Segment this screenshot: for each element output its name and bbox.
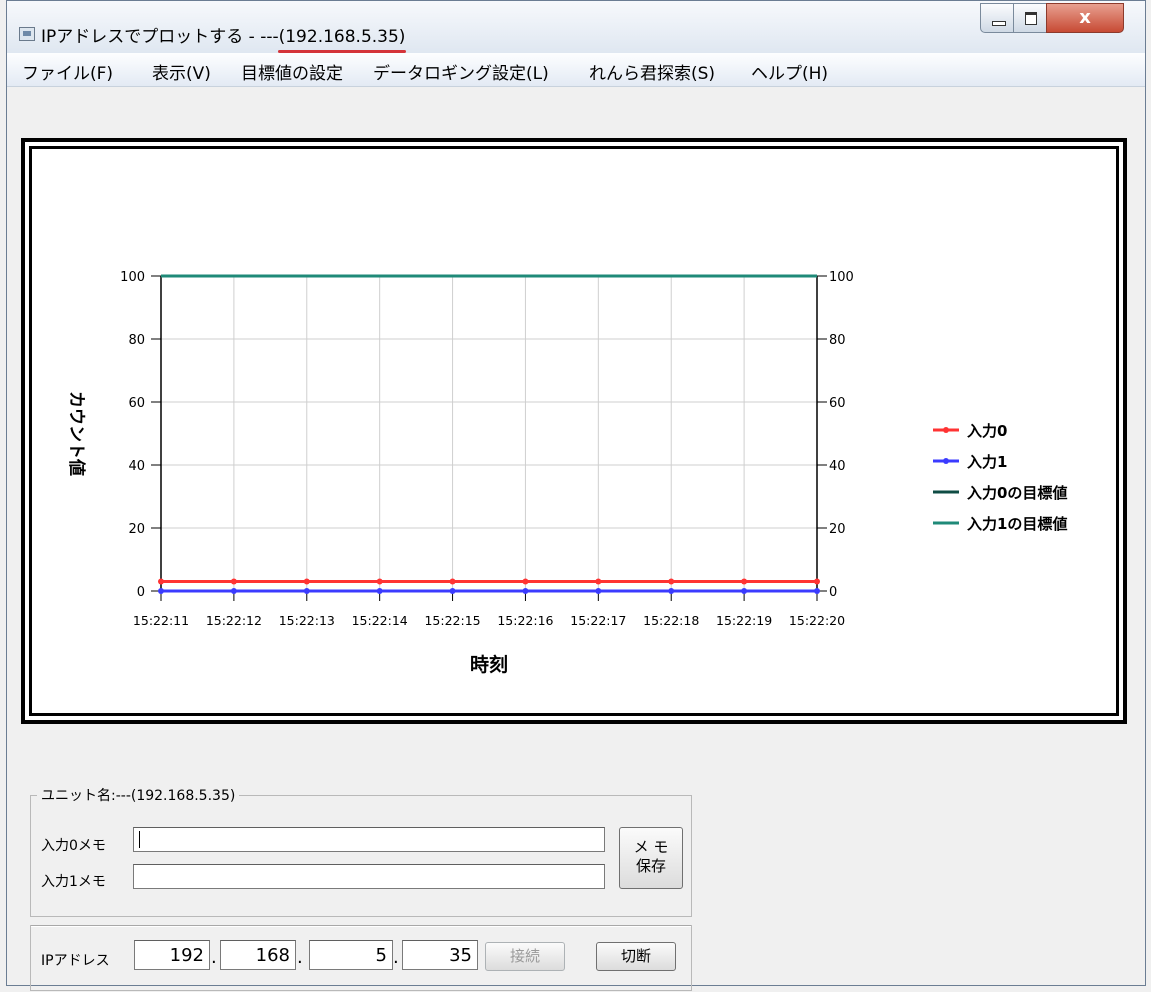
divider: [30, 925, 692, 927]
data-point: [668, 588, 675, 594]
data-point: [303, 588, 310, 594]
memo0-input[interactable]: [133, 827, 605, 852]
ip-label: IPアドレス: [41, 953, 110, 969]
ip-octet-3[interactable]: 5: [309, 940, 393, 970]
save-memo-button[interactable]: メ モ 保存: [619, 827, 683, 889]
data-point: [158, 588, 164, 594]
x-tick-label: 15:22:18: [643, 613, 699, 628]
app-icon[interactable]: [19, 27, 35, 41]
unit-group-box: [30, 795, 692, 917]
disconnect-button[interactable]: 切断: [596, 942, 676, 971]
ip-octet-4[interactable]: 35: [402, 940, 478, 970]
y-tick-label-left: 40: [128, 459, 145, 474]
y-axis-title: カウント値: [66, 391, 87, 476]
window-title-prefix: IPアドレスでプロットする - ---: [41, 27, 279, 47]
ip-octet-2[interactable]: 168: [220, 940, 296, 970]
data-point: [449, 588, 456, 594]
data-point: [303, 578, 310, 585]
data-point: [449, 578, 456, 585]
connect-button[interactable]: 接続: [485, 942, 565, 971]
minimize-button[interactable]: [980, 3, 1014, 33]
legend-label: 入力0の目標値: [967, 484, 1067, 502]
ip-dot: .: [297, 947, 303, 968]
y-tick-label-left: 0: [137, 585, 145, 600]
unit-name-label: ユニット名:---(192.168.5.35): [37, 785, 240, 805]
legend-marker: [943, 427, 949, 433]
memo0-label: 入力0メモ: [41, 838, 106, 854]
x-tick-label: 15:22:16: [497, 613, 553, 628]
title-bar[interactable]: IPアドレスでプロットする - ---(192.168.5.35) x: [7, 1, 1145, 53]
close-button[interactable]: x: [1046, 3, 1124, 33]
menu-view[interactable]: 表示(V): [152, 64, 211, 84]
close-icon: x: [1079, 7, 1091, 28]
ip-octet-1[interactable]: 192: [134, 940, 210, 970]
x-tick-label: 15:22:20: [789, 613, 845, 628]
x-axis-title: 時刻: [470, 653, 508, 676]
data-point: [741, 588, 748, 594]
memo1-input[interactable]: [133, 864, 605, 889]
y-tick-label-left: 80: [128, 333, 145, 348]
ip-group-box: [30, 925, 692, 991]
data-point: [376, 578, 383, 585]
menu-target-settings[interactable]: 目標値の設定: [241, 64, 343, 84]
chart-frame: 0 0 20 20 40 40 60 60 80 80 100 100 15:22:11 15:22:12…: [21, 138, 1127, 724]
y-tick-label-right: 60: [829, 396, 846, 411]
y-tick-label-right: 40: [829, 459, 846, 474]
y-tick-label-right: 80: [829, 333, 846, 348]
data-point: [376, 588, 383, 594]
data-point: [230, 578, 237, 585]
legend-label: 入力1: [967, 453, 1007, 471]
data-point: [522, 588, 529, 594]
y-tick-label-right: 20: [829, 522, 846, 537]
data-point: [741, 578, 748, 585]
y-tick-label-right: 0: [829, 585, 837, 600]
data-point: [522, 578, 529, 585]
x-tick-label: 15:22:12: [206, 613, 262, 628]
x-tick-label: 15:22:15: [424, 613, 480, 628]
line-chart: 0 0 20 20 40 40 60 60 80 80 100 100 15:22:11 15:22:12…: [66, 270, 1067, 676]
maximize-button[interactable]: [1013, 3, 1047, 33]
data-point: [595, 588, 602, 594]
y-tick-label-left: 20: [128, 522, 145, 537]
legend-label: 入力1の目標値: [967, 515, 1067, 533]
app-window: IPアドレスでプロットする - ---(192.168.5.35) x ファイル…: [6, 0, 1146, 991]
data-point: [158, 578, 164, 585]
data-point: [814, 588, 820, 594]
legend-marker: [943, 458, 949, 464]
title-ip-underline: [277, 50, 407, 53]
data-point: [814, 578, 820, 585]
x-tick-label: 15:22:17: [570, 613, 626, 628]
ip-dot: .: [393, 947, 399, 968]
window-title-ip: (192.168.5.35): [277, 27, 407, 53]
client-area: 0 0 20 20 40 40 60 60 80 80 100 100 15:22:11 15:22:12…: [7, 87, 1145, 991]
menu-bar: ファイル(F) 表示(V) 目標値の設定 データロギング設定(L) れんら君探索…: [7, 53, 1145, 87]
window-title: IPアドレスでプロットする - ---(192.168.5.35): [41, 22, 407, 53]
x-tick-label: 15:22:19: [716, 613, 772, 628]
data-point: [668, 578, 675, 585]
x-tick-label: 15:22:13: [279, 613, 335, 628]
data-point: [230, 588, 237, 594]
menu-file[interactable]: ファイル(F): [22, 64, 114, 84]
menu-renrakun-search[interactable]: れんら君探索(S): [589, 64, 716, 84]
menu-help[interactable]: ヘルプ(H): [751, 64, 829, 84]
legend-label: 入力0: [967, 422, 1007, 440]
x-tick-label: 15:22:14: [352, 613, 408, 628]
x-tick-label: 15:22:11: [133, 613, 189, 628]
ip-dot: .: [211, 947, 217, 968]
y-tick-label-left: 100: [120, 270, 145, 285]
data-point: [595, 578, 602, 585]
menu-data-logging[interactable]: データロギング設定(L): [373, 64, 549, 84]
y-tick-label-right: 100: [829, 270, 854, 285]
y-tick-label-left: 60: [128, 396, 145, 411]
memo1-label: 入力1メモ: [41, 874, 106, 890]
